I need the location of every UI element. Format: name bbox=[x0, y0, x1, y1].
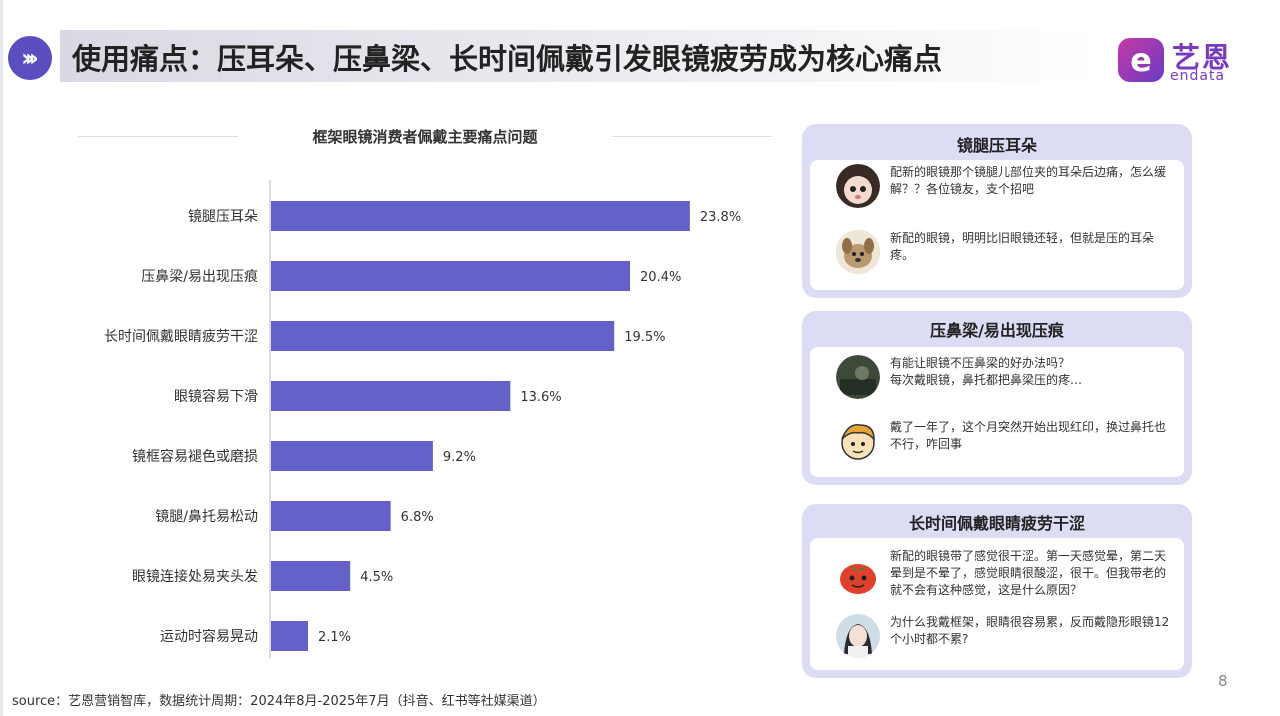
bar bbox=[271, 621, 308, 651]
comment-text: 为什么我戴框架，眼睛很容易累，反而戴隐形眼镜12个小时都不累? bbox=[890, 615, 1170, 646]
logo-en: endata bbox=[1170, 68, 1226, 84]
value-label: 19.5% bbox=[624, 330, 665, 345]
panel-comments: 有能让眼镜不压鼻梁的好办法吗？ 每次戴眼镜，鼻托都把鼻梁压的疼… 戴了一年了，这… bbox=[810, 347, 1184, 477]
value-label: 13.6% bbox=[520, 390, 561, 405]
category-label: 长时间佩戴眼睛疲劳干涩 bbox=[104, 328, 258, 345]
bar bbox=[271, 201, 690, 231]
value-label: 20.4% bbox=[640, 270, 681, 285]
comment-item: 新配的眼镜，明明比旧眼镜还轻，但就是压的耳朵疼。 bbox=[836, 230, 1170, 278]
chart-title: 框架眼镜消费者佩戴主要痛点问题 bbox=[312, 128, 538, 146]
source-note: source：艺恩营销智库，数据统计周期：2024年8月-2025年7月（抖音、… bbox=[12, 694, 546, 709]
panel-title: 长时间佩戴眼睛疲劳干涩 bbox=[908, 514, 1085, 533]
comment-text: 新配的眼镜，明明比旧眼镜还轻，但就是压的耳朵疼。 bbox=[890, 231, 1155, 262]
comment-item: 新配的眼镜带了感觉很干涩。第一天感觉晕，第二天晕到是不晕了，感觉眼睛很酸涩，很干… bbox=[836, 548, 1170, 600]
value-label: 9.2% bbox=[443, 450, 476, 465]
category-label: 眼镜容易下滑 bbox=[174, 388, 258, 405]
logo-mark: e bbox=[1118, 38, 1164, 82]
value-label: 4.5% bbox=[360, 570, 393, 585]
panel-title: 压鼻梁/易出现压痕 bbox=[930, 321, 1064, 340]
bar bbox=[271, 441, 433, 471]
bar bbox=[271, 321, 615, 351]
comment-item: 戴了一年了，这个月突然开始出现红印，换过鼻托也不行，咋回事 bbox=[836, 419, 1170, 467]
tomato-avatar-icon bbox=[836, 554, 880, 598]
chart-title-rule-left bbox=[78, 136, 238, 137]
left-edge-rule bbox=[0, 0, 3, 716]
comment-item: 配新的眼镜那个镜腿儿部位夹的耳朵后边痛，怎么缓解？？各位镜友，支个招吧 bbox=[836, 164, 1170, 212]
dog-avatar-icon bbox=[836, 230, 880, 274]
bar bbox=[271, 261, 631, 291]
chart-title-rule-right bbox=[612, 136, 772, 137]
bar bbox=[271, 501, 391, 531]
panel-title: 镜腿压耳朵 bbox=[956, 136, 1037, 155]
panel-temple-pressure: 镜腿压耳朵 配新的眼镜那个镜腿儿部位夹的耳朵后边痛，怎么缓解？？各位镜友，支个招… bbox=[802, 124, 1192, 298]
comment-item: 为什么我戴框架，眼睛很容易累，反而戴隐形眼镜12个小时都不累? bbox=[836, 614, 1170, 662]
comment-text: 有能让眼镜不压鼻梁的好办法吗？ 每次戴眼镜，鼻托都把鼻梁压的疼… bbox=[890, 356, 1083, 387]
panel-comments: 新配的眼镜带了感觉很干涩。第一天感觉晕，第二天晕到是不晕了，感觉眼睛很酸涩，很干… bbox=[810, 538, 1184, 670]
category-label: 镜腿压耳朵 bbox=[188, 209, 258, 225]
logo-cn: 艺恩 bbox=[1172, 41, 1233, 74]
category-label: 镜腿/鼻托易松动 bbox=[155, 508, 258, 525]
category-label: 镜框容易褪色或磨损 bbox=[132, 448, 258, 465]
category-label: 眼镜连接处易夹头发 bbox=[132, 568, 258, 585]
bar bbox=[271, 561, 351, 591]
panel-comments: 配新的眼镜那个镜腿儿部位夹的耳朵后边痛，怎么缓解？？各位镜友，支个招吧 新配的眼… bbox=[810, 160, 1184, 290]
comment-text: 配新的眼镜那个镜腿儿部位夹的耳朵后边痛，怎么缓解？？各位镜友，支个招吧 bbox=[890, 165, 1167, 196]
value-label: 23.8% bbox=[700, 210, 741, 225]
endata-logo: e 艺恩 endata bbox=[1118, 36, 1248, 86]
woman-avatar-icon bbox=[836, 614, 880, 658]
header-band bbox=[60, 30, 1100, 82]
girl-avatar-icon bbox=[836, 164, 880, 208]
bar bbox=[271, 381, 511, 411]
value-label: 2.1% bbox=[318, 630, 351, 645]
page-number: 8 bbox=[1218, 672, 1228, 690]
panel-nose-pressure: 压鼻梁/易出现压痕 有能让眼镜不压鼻梁的好办法吗？ 每次戴眼镜，鼻托都把鼻梁压的… bbox=[802, 311, 1192, 485]
value-label: 6.8% bbox=[401, 510, 434, 525]
double-chevron-right-icon: ››› bbox=[8, 36, 52, 80]
panel-eye-fatigue: 长时间佩戴眼睛疲劳干涩 新配的眼镜带了感觉很干涩。第一天感觉晕，第二天晕到是不晕… bbox=[802, 504, 1192, 678]
category-label: 压鼻梁/易出现压痕 bbox=[141, 268, 258, 285]
cartoon-boy-avatar-icon bbox=[836, 419, 880, 463]
photo-avatar-icon bbox=[836, 355, 880, 399]
pain-point-bar-chart: 镜腿压耳朵 23.8% 压鼻梁/易出现压痕 20.4% 长时间佩戴眼睛疲劳干涩 19.5%… bbox=[104, 180, 741, 658]
comment-text: 戴了一年了，这个月突然开始出现红印，换过鼻托也不行，咋回事 bbox=[890, 420, 1167, 451]
comment-item: 有能让眼镜不压鼻梁的好办法吗？ 每次戴眼镜，鼻托都把鼻梁压的疼… bbox=[836, 355, 1170, 403]
category-label: 运动时容易晃动 bbox=[160, 628, 258, 645]
page-title: 使用痛点：压耳朵、压鼻梁、长时间佩戴引发眼镜疲劳成为核心痛点 bbox=[72, 42, 943, 76]
comment-text: 新配的眼镜带了感觉很干涩。第一天感觉晕，第二天晕到是不晕了，感觉眼睛很酸涩，很干… bbox=[890, 549, 1167, 597]
